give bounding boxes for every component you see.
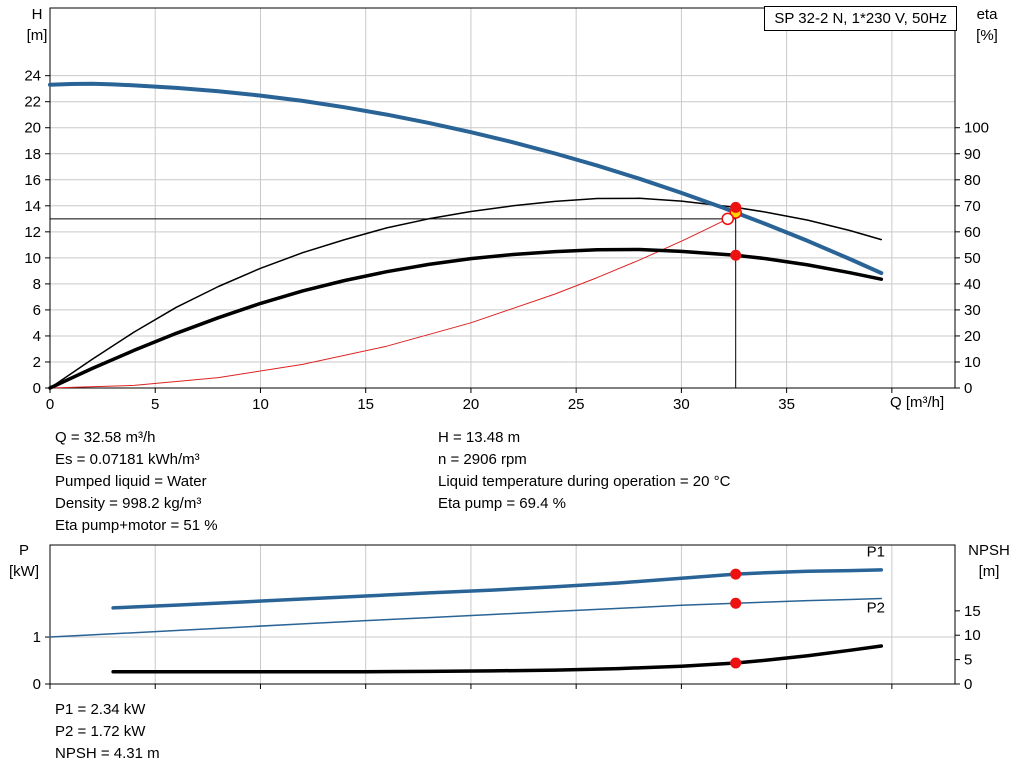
info-line: Pumped liquid = Water [55,473,207,490]
right-axis-tick-label: 15 [964,603,981,620]
right-axis-tick-label: 0 [964,380,972,397]
left-axis-tick-label: 8 [33,276,41,293]
left-axis-tick-label: 2 [33,354,41,371]
duty-info-right-column: H = 13.48 m n = 2906 rpm Liquid temperatur… [438,427,730,515]
right-axis-tick-label: 5 [964,652,972,669]
left-axis-tick-label: 12 [24,224,41,241]
H-curve [48,81,884,276]
info-line: Es = 0.07181 kWh/m³ [55,451,200,468]
plot-frame [49,544,956,685]
eta-pump-duty-point-marker [730,201,742,213]
p-axis-title: P [kW] [4,540,44,582]
npsh-axis-label: NPSH [968,542,1010,559]
left-axis-tick-label: 4 [33,328,41,345]
left-axis-tick-label: 0 [33,676,41,693]
x-axis-tick-label: 5 [151,396,159,413]
info-line: Eta pump = 69.4 % [438,495,566,512]
info-line: NPSH = 4.31 m [55,745,160,762]
left-axis-tick-label: 10 [24,250,41,267]
x-axis-tick-label: 15 [357,396,374,413]
left-axis-tick-label: 6 [33,302,41,319]
left-axis-tick-label: 14 [24,198,41,215]
info-line: P1 = 2.34 kW [55,701,146,718]
eta-pump-motor-curve [48,247,884,390]
curve-label-P2: P2 [867,600,885,617]
info-line: Q = 32.58 m³/h [55,429,156,446]
right-axis-title: eta [%] [964,4,1010,46]
right-axis-tick-label: 30 [964,302,981,319]
right-axis-tick-label: 60 [964,224,981,241]
p-axis-label: P [18,542,29,559]
p2-duty-point-marker [730,597,742,609]
left-axis-tick-label: 0 [33,380,41,397]
left-axis-title: H [m] [20,4,54,46]
left-axis-tick-label: 22 [24,94,41,111]
p1-duty-point-marker [730,568,742,580]
eta-axis-unit: [%] [976,27,998,44]
right-axis-tick-label: 10 [964,354,981,371]
NPSH-curve [111,644,884,674]
P1-curve [111,568,884,610]
plot-frame [49,7,956,389]
left-axis-tick-label: 1 [33,629,41,646]
eta-pump-motor-duty-point-marker [730,249,742,261]
right-axis-tick-label: 90 [964,146,981,163]
system-curve-setpoint-marker [721,212,734,226]
npsh-axis-unit: [m] [978,563,1000,580]
npsh-duty-point-marker [730,657,742,669]
left-axis-tick-label: 16 [24,172,41,189]
right-axis-tick-label: 20 [964,328,981,345]
info-line: Density = 998.2 kg/m³ [55,495,202,512]
left-axis-tick-label: 24 [24,68,41,85]
info-line: H = 13.48 m [438,429,521,446]
x-axis-tick-label: 30 [673,396,690,413]
x-axis-tick-label: 10 [252,396,269,413]
x-axis-tick-label: 20 [463,396,480,413]
right-axis-tick-label: 10 [964,627,981,644]
x-axis-title: Q [m³/h] [890,394,945,411]
info-line: Liquid temperature during operation = 20… [438,473,731,490]
right-axis-tick-label: 100 [964,120,989,137]
info-line: Eta pump+motor = 51 % [55,517,218,534]
P2-curve [49,597,883,638]
npsh-axis-title: NPSH [m] [962,540,1016,582]
h-q-eta-chart: 0246810121416182022240102030405060708090… [24,7,989,413]
pump-title-box: SP 32-2 N, 1*230 V, 50Hz [764,6,957,31]
right-axis-tick-label: 40 [964,276,981,293]
h-axis-unit: [m] [26,27,48,44]
right-axis-tick-label: 80 [964,172,981,189]
p-axis-unit: [kW] [9,563,39,580]
duty-info-left-column: Q = 32.58 m³/h Es = 0.07181 kWh/m³ Pumped … [55,427,218,537]
power-info-column: P1 = 2.34 kW P2 = 1.72 kW NPSH = 4.31 m [55,699,160,765]
left-axis-tick-label: 20 [24,120,41,137]
x-axis-tick-label: 0 [46,396,54,413]
eta-axis-label: eta [976,6,998,23]
info-line: n = 2906 rpm [438,451,527,468]
x-axis-tick-label: 35 [778,396,795,413]
x-axis-tick-label: 25 [568,396,585,413]
h-axis-label: H [31,6,43,23]
right-axis-tick-label: 70 [964,198,981,215]
curve-label-P1: P1 [867,543,885,560]
system-curve-curve [49,213,739,389]
right-axis-tick-label: 50 [964,250,981,267]
left-axis-tick-label: 18 [24,146,41,163]
info-line: P2 = 1.72 kW [55,723,146,740]
right-axis-tick-label: 0 [964,676,972,693]
eta-pump-curve [49,197,883,389]
